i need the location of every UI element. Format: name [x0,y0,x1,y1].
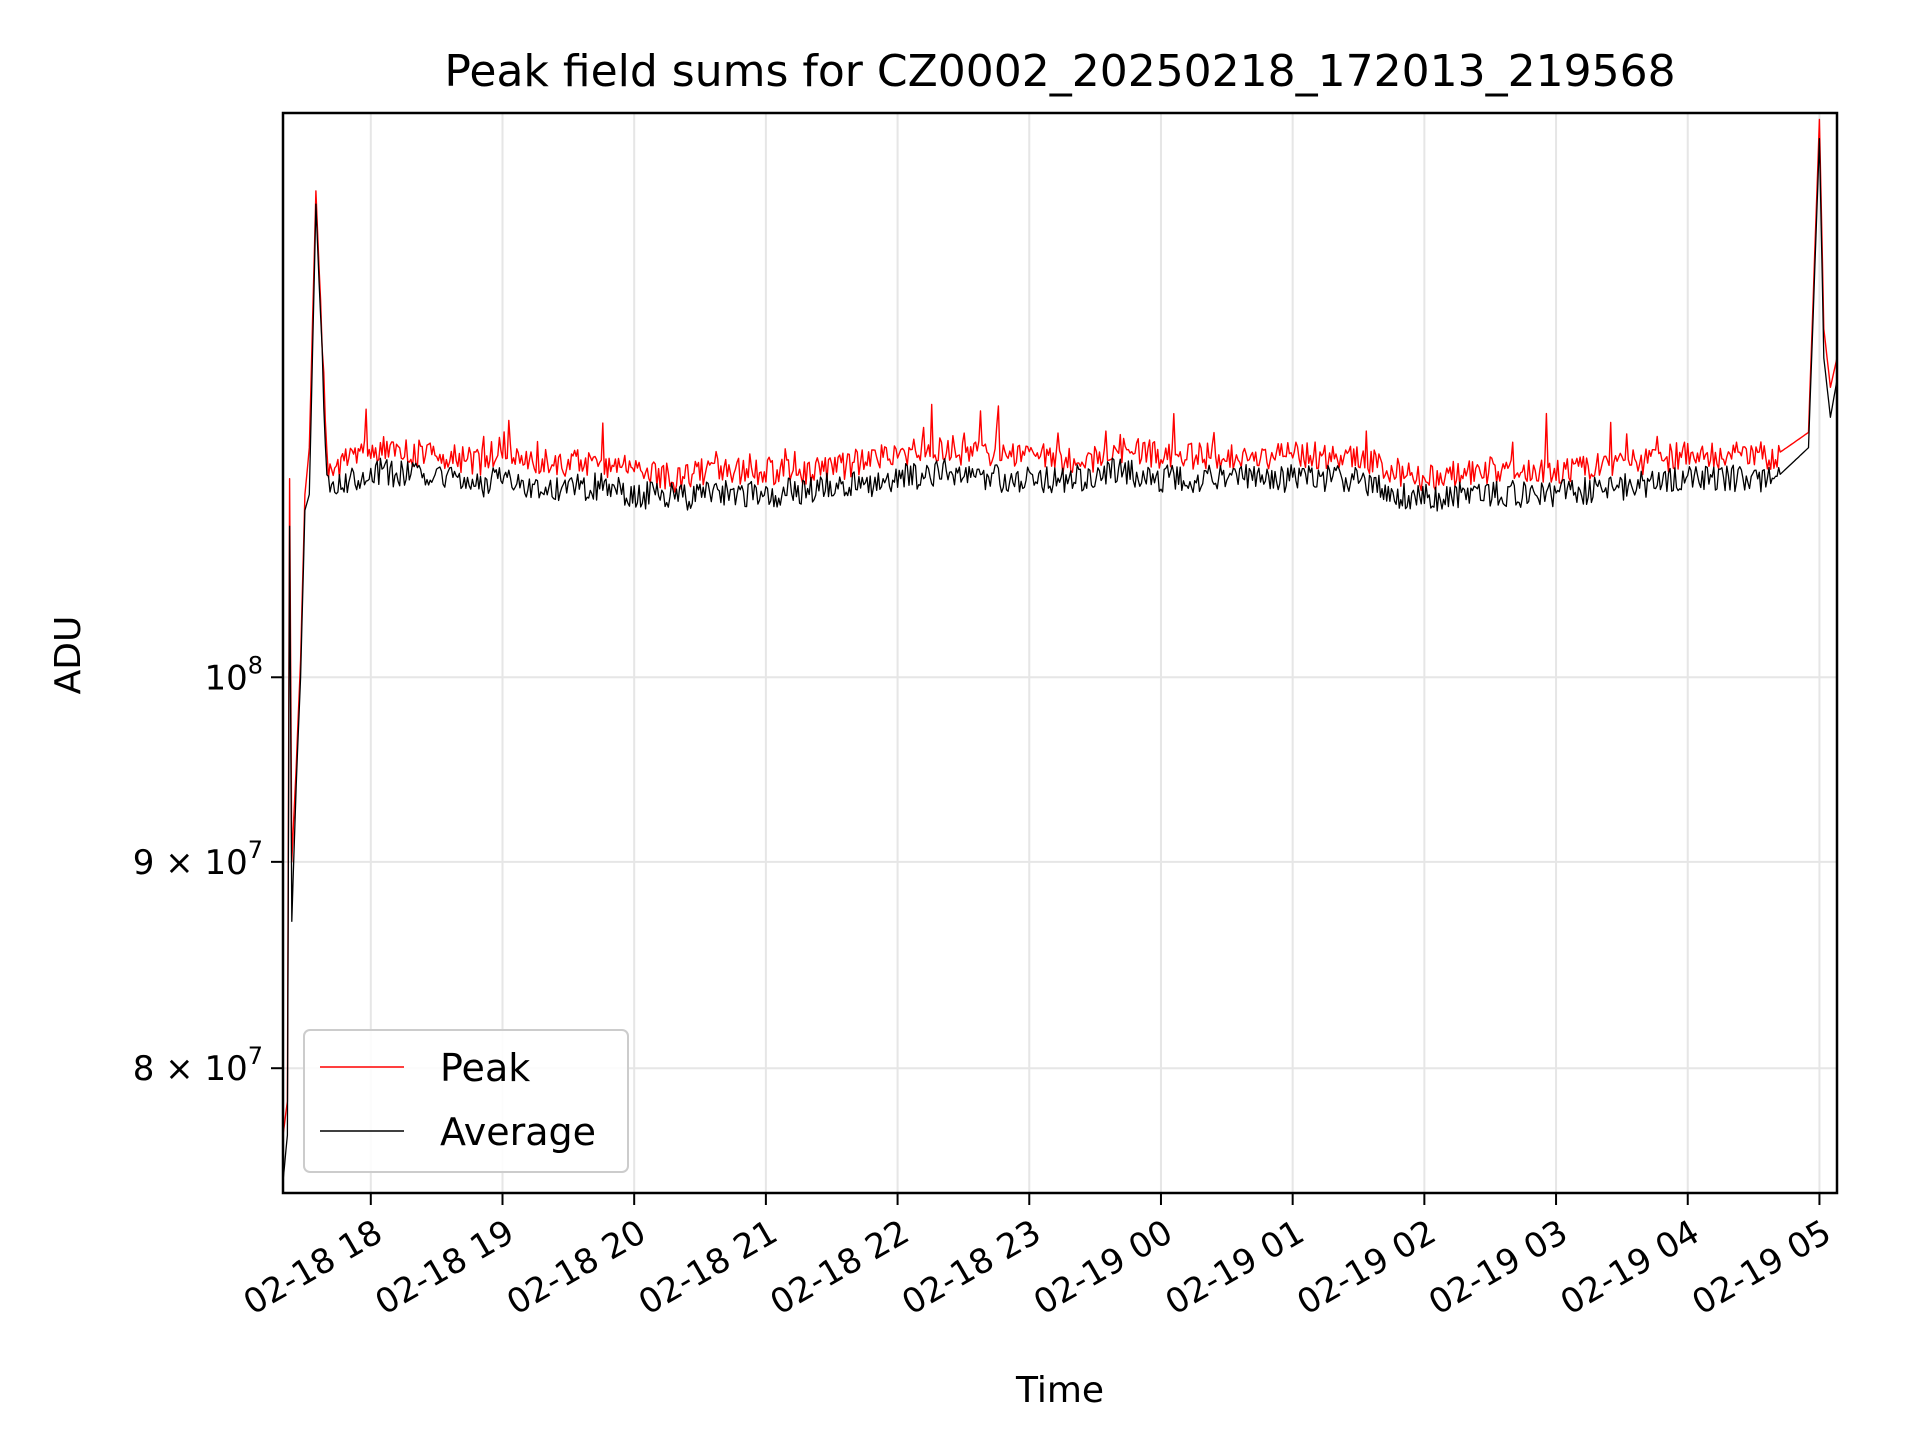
legend-frame [303,1029,629,1173]
plot-frame [281,111,1839,1195]
legend-peak-label: Peak [440,1046,530,1090]
y-tick-label: 9 × 107 [133,836,263,883]
plot-area [283,113,1837,1193]
series-line-average [282,137,1838,1182]
y-tick-label: 8 × 107 [133,1042,263,1089]
x-axis-label: Time [1015,1370,1104,1411]
y-axis: 8 × 107 9 × 107 108 [133,651,283,1089]
legend: Peak Average [303,1029,629,1173]
legend-average-label: Average [440,1110,596,1154]
series-line-peak [282,118,1838,1136]
chart-title: Peak field sums for CZ0002_20250218_1720… [444,46,1675,97]
y-axis-label: ADU [48,616,89,695]
y-tick-label: 108 [204,651,263,698]
series-layer [282,118,1838,1182]
